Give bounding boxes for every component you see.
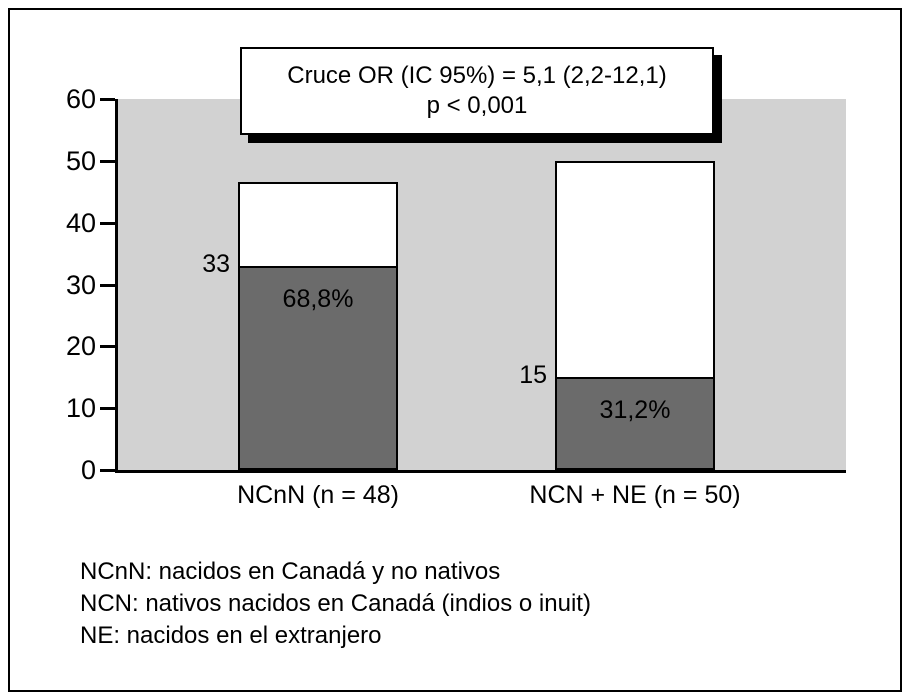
y-tick-label: 50 [65, 145, 96, 176]
annotation-line1: Cruce OR (IC 95%) = 5,1 (2,2-12,1) [287, 62, 667, 89]
y-tick-label: 30 [65, 269, 96, 300]
y-tick-label: 60 [65, 84, 96, 114]
y-tick [100, 469, 115, 472]
y-tick [100, 98, 115, 101]
bar-value-label: 15 [519, 361, 547, 390]
y-tick-label: 10 [65, 393, 96, 424]
x-axis-label-ncnn: NCnN (n = 48) [237, 481, 399, 509]
y-tick [100, 221, 115, 225]
plot-area: 68,8% 33 31,2% 15 [115, 99, 846, 473]
footnote-line: NCnN: nacidos en Canadá y no nativos [80, 558, 501, 585]
bar-segment-white [555, 160, 715, 380]
y-tick-label: 0 [80, 455, 96, 485]
y-tick [100, 283, 115, 287]
bar-value-label: 33 [202, 249, 230, 278]
bar-segment-dark [238, 265, 398, 470]
annotation-box: Cruce OR (IC 95%) = 5,1 (2,2-12,1) p < 0… [240, 47, 714, 135]
annotation-line2: p < 0,001 [426, 92, 528, 119]
y-tick-label: 20 [65, 331, 96, 362]
bar-percent-label: 68,8% [282, 284, 354, 313]
bar-percent-label: 31,2% [599, 396, 671, 425]
footnote-line: NCN: nativos nacidos en Canadá (indios o… [80, 590, 591, 617]
footnotes: NCnN: nacidos en Canadá y no nativos NCN… [80, 556, 591, 652]
x-axis-label-ncn-ne: NCN + NE (n = 50) [529, 481, 741, 509]
y-tick [100, 345, 115, 349]
y-tick [100, 407, 115, 411]
footnote-line: NE: nacidos en el extranjero [80, 622, 382, 649]
bar-segment-white [238, 182, 398, 268]
y-tick-label: 40 [65, 207, 96, 238]
y-tick [100, 159, 115, 163]
bar-segment-dark [555, 377, 715, 470]
